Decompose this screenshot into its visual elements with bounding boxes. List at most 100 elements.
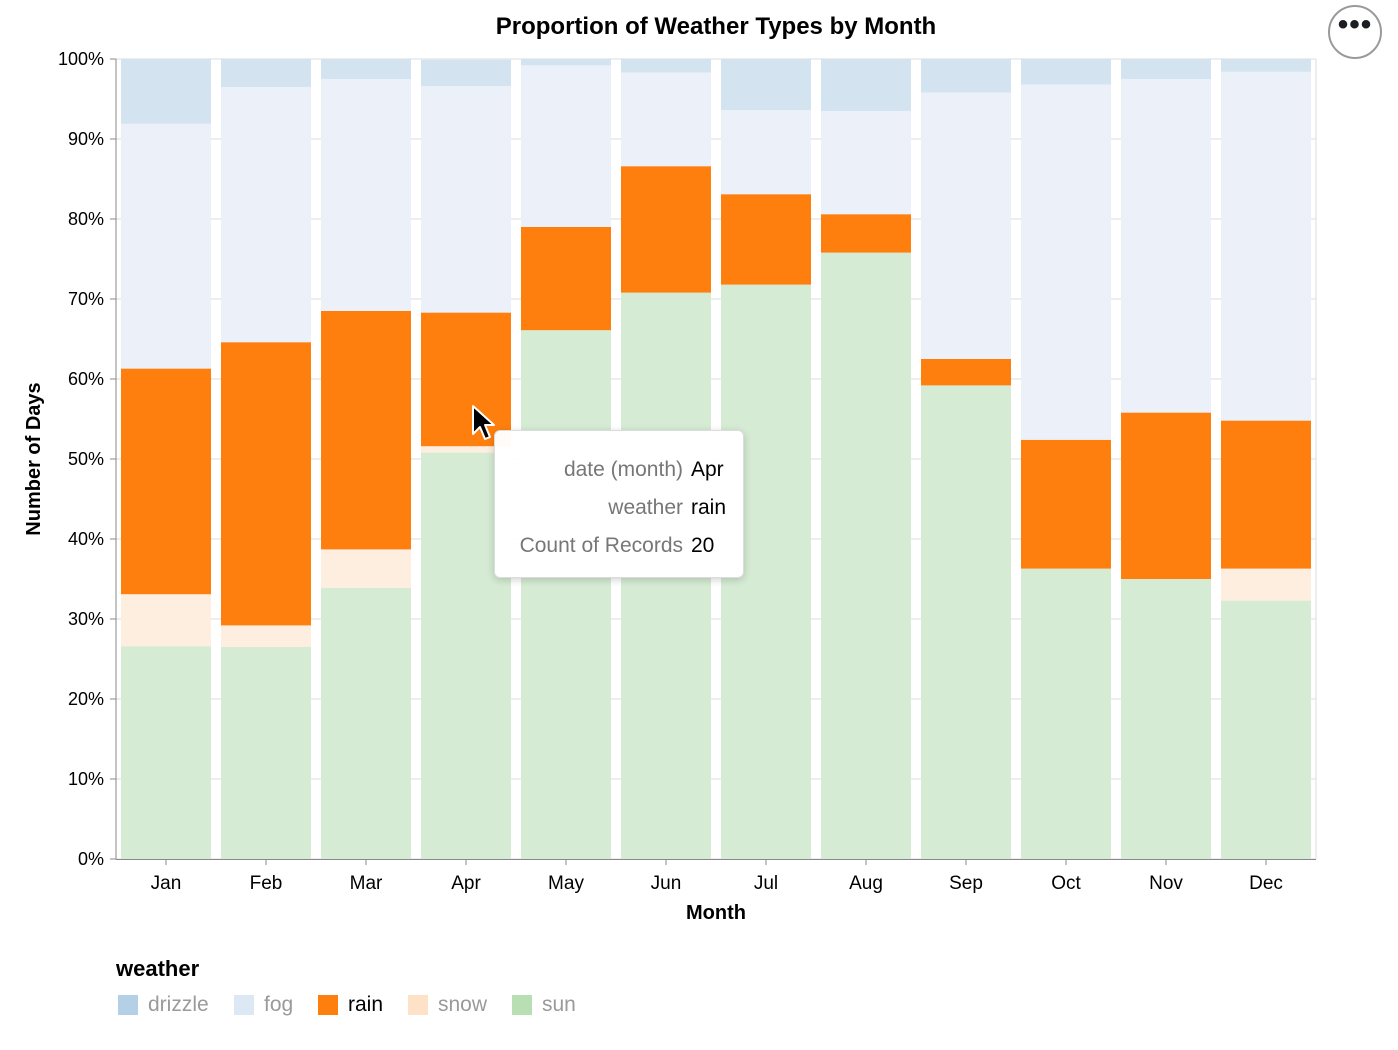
- legend-label-drizzle: drizzle: [148, 993, 209, 1016]
- x-axis-title: Month: [686, 902, 746, 924]
- bar-segment-sun: [221, 647, 311, 859]
- legend-swatch-sun: [512, 995, 532, 1015]
- bar-segment-sun: [121, 646, 211, 859]
- legend-swatch-drizzle: [118, 995, 138, 1015]
- y-axis-title: Number of Days: [23, 382, 45, 535]
- x-tick-label: Mar: [350, 873, 383, 894]
- legend-swatch-rain: [318, 995, 338, 1015]
- bar-segment-rain: [1121, 412, 1211, 579]
- bar-segment-sun: [1121, 579, 1211, 859]
- x-tick-label: Jun: [651, 873, 682, 894]
- tooltip-key: Count of Records: [519, 534, 683, 557]
- bar-segment-drizzle: [1121, 59, 1211, 79]
- bar-segment-fog: [721, 110, 811, 195]
- legend-title: weather: [115, 956, 200, 981]
- tooltip-value: 20: [691, 534, 715, 557]
- axes: 0% 10% 20% 30% 40% 50% 60% 70% 80% 90% 100% Jan Feb M…: [58, 49, 1317, 894]
- y-tick-label: 80%: [68, 209, 104, 229]
- bar-segment-sun: [821, 252, 911, 860]
- legend-label-sun: sun: [542, 993, 576, 1016]
- bar-segment-fog: [1121, 79, 1211, 413]
- legend: weather drizzle fog rain snow sun: [115, 956, 576, 1016]
- tooltip-row: date (month) Apr: [495, 451, 726, 489]
- bar-segment-rain: [421, 312, 511, 447]
- tooltip-value: Apr: [691, 458, 724, 481]
- y-tick-label: 20%: [68, 689, 104, 709]
- bar-segment-rain: [1221, 420, 1311, 569]
- x-tick-label: Nov: [1149, 873, 1183, 894]
- y-tick-label: 10%: [68, 769, 104, 789]
- bars: [121, 59, 1311, 860]
- legend-label-rain: rain: [348, 993, 383, 1016]
- legend-swatch-snow: [408, 995, 428, 1015]
- bar-segment-fog: [121, 123, 211, 369]
- legend-label-snow: snow: [438, 993, 488, 1016]
- x-tick-label: Sep: [949, 873, 983, 894]
- tooltip-key: date (month): [563, 458, 683, 481]
- bar-segment-fog: [821, 111, 911, 215]
- bar-segment-drizzle: [221, 59, 311, 87]
- x-tick-label: Jan: [151, 873, 182, 894]
- mouse-cursor-icon: [472, 405, 495, 440]
- tooltip-row: Count of Records 20: [495, 527, 726, 565]
- actions-menu-button[interactable]: •••: [1328, 5, 1382, 59]
- bar-segment-drizzle: [621, 59, 711, 73]
- y-tick-label: 70%: [68, 289, 104, 309]
- x-tick-label: Feb: [250, 873, 283, 894]
- bar-segment-fog: [1021, 84, 1111, 440]
- bar-segment-fog: [621, 72, 711, 167]
- tooltip-value: rain: [691, 496, 727, 519]
- bar-segment-fog: [221, 87, 311, 343]
- bar-segment-snow: [221, 625, 311, 647]
- bar-segment-drizzle: [1221, 59, 1311, 72]
- tooltip-key: weather: [608, 496, 683, 519]
- bar-segment-snow: [421, 446, 511, 453]
- bar-segment-snow: [121, 594, 211, 647]
- bar-segment-rain: [321, 311, 411, 550]
- tooltip: date (month) Apr weather rain Count of R…: [494, 430, 744, 578]
- legend-label-fog: fog: [264, 993, 293, 1016]
- bar-segment-rain: [921, 359, 1011, 386]
- bar-segment-drizzle: [921, 59, 1011, 93]
- bar-segment-drizzle: [521, 59, 611, 66]
- bar-segment-drizzle: [1021, 59, 1111, 85]
- y-tick-label: 40%: [68, 529, 104, 549]
- bar-segment-rain: [521, 227, 611, 331]
- x-tick-label: Oct: [1051, 873, 1081, 894]
- bar-segment-rain: [121, 368, 211, 595]
- legend-swatch-fog: [234, 995, 254, 1015]
- bar-segment-drizzle: [421, 59, 511, 87]
- x-tick-label: Apr: [451, 873, 481, 894]
- bar-segment-rain: [721, 194, 811, 285]
- gridlines: [116, 58, 1316, 860]
- x-tick-label: May: [548, 873, 584, 894]
- y-tick-label: 0%: [78, 849, 104, 869]
- bar-segment-fog: [321, 79, 411, 311]
- chart-title: Proportion of Weather Types by Month: [496, 13, 936, 40]
- bar-segment-sun: [1021, 568, 1111, 859]
- bar-segment-sun: [1221, 600, 1311, 859]
- more-options-icon: •••: [1337, 8, 1373, 41]
- bar-segment-fog: [921, 92, 1011, 359]
- x-tick-label: Dec: [1249, 873, 1283, 894]
- bar-segment-fog: [421, 86, 511, 313]
- x-tick-label: Aug: [849, 873, 883, 894]
- bar-segment-sun: [921, 385, 1011, 859]
- y-tick-label: 30%: [68, 609, 104, 629]
- bar-segment-rain: [821, 214, 911, 253]
- bar-segment-sun: [321, 587, 411, 859]
- tooltip-table: date (month) Apr weather rain Count of R…: [495, 451, 726, 565]
- bar-segment-drizzle: [821, 59, 911, 111]
- bar-segment-drizzle: [321, 59, 411, 79]
- y-tick-label: 90%: [68, 129, 104, 149]
- bar-segment-rain: [1021, 439, 1111, 569]
- bar-segment-snow: [1221, 568, 1311, 601]
- tooltip-row: weather rain: [495, 489, 726, 527]
- y-tick-label: 100%: [58, 49, 104, 69]
- bar-segment-fog: [1221, 71, 1311, 421]
- bar-segment-snow: [321, 549, 411, 588]
- bar-segment-drizzle: [721, 59, 811, 111]
- y-tick-label: 60%: [68, 369, 104, 389]
- bar-segment-rain: [621, 166, 711, 293]
